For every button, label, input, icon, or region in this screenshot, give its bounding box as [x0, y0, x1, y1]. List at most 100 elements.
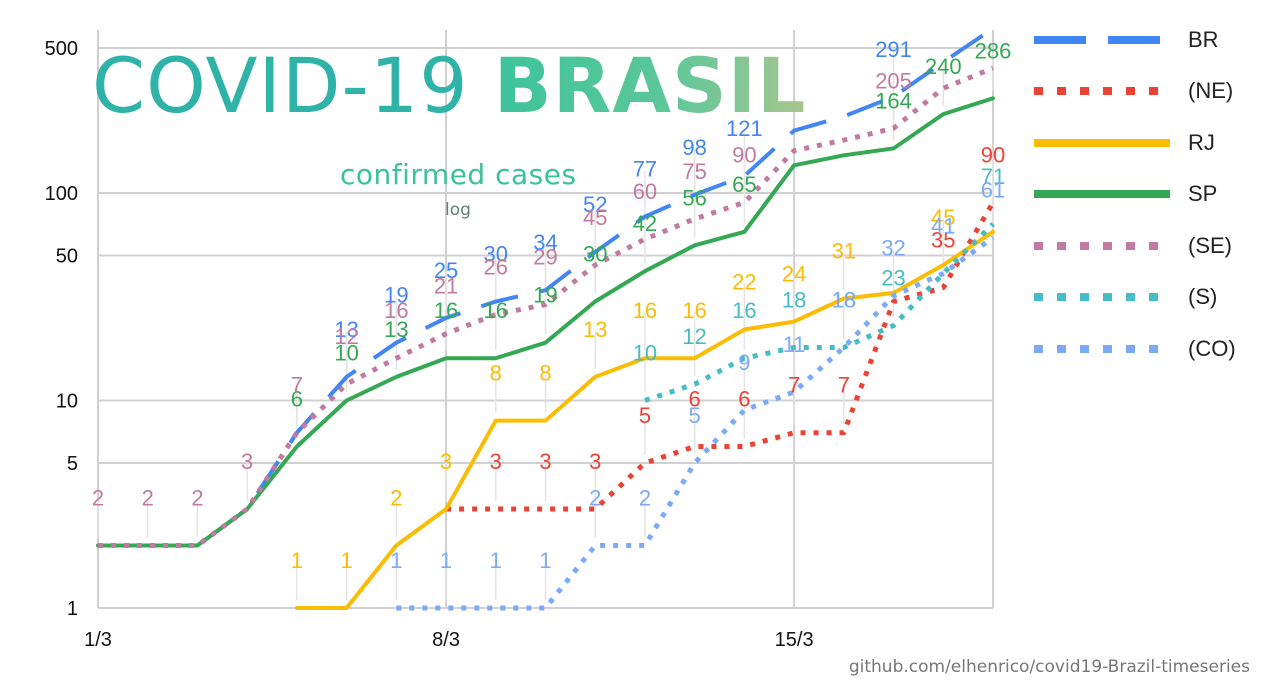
series-line-s — [644, 222, 995, 403]
data-label-se: 90 — [732, 143, 756, 168]
legend-swatch — [1034, 293, 1170, 302]
data-label-br: 52 — [583, 192, 607, 217]
data-label-sp: 65 — [732, 172, 756, 197]
data-label-rj: 8 — [539, 361, 551, 386]
series-line-rj — [294, 229, 995, 610]
legend-item-sp: SP — [1034, 169, 1264, 221]
series-line-co — [396, 235, 995, 611]
legend-label: (S) — [1188, 284, 1218, 310]
data-label-s: 18 — [782, 288, 806, 313]
legend-item-rj: RJ — [1034, 117, 1264, 169]
data-label-sp: 30 — [583, 242, 607, 267]
data-label-sp: 56 — [682, 185, 706, 210]
data-label-sp: 19 — [533, 283, 557, 308]
data-label-sp: 13 — [384, 317, 408, 342]
data-label-sp: 42 — [633, 211, 657, 236]
legend-label: RJ — [1188, 129, 1215, 155]
data-label-ne: 90 — [981, 143, 1005, 168]
y-tick-label: 10 — [56, 391, 78, 413]
data-label-rj: 31 — [832, 239, 856, 264]
data-label-ne: 6 — [738, 387, 750, 412]
y-tick-label: 50 — [56, 245, 78, 267]
legend-label: SP — [1188, 181, 1218, 207]
data-label-co: 1 — [490, 548, 502, 573]
data-label-se: 21 — [434, 274, 458, 299]
legend-label: (NE) — [1188, 78, 1234, 104]
title-main: COVID-19 — [92, 41, 494, 130]
data-label-rj: 13 — [583, 317, 607, 342]
legend-item-s: (S) — [1034, 272, 1264, 324]
legend-swatch — [1034, 87, 1170, 96]
y-tick-label: 1 — [67, 598, 78, 620]
data-label-se: 12 — [334, 324, 358, 349]
data-label-ne: 7 — [838, 373, 850, 398]
data-label-se: 26 — [484, 254, 508, 279]
chart-subtitle: confirmed cases — [340, 158, 577, 191]
data-label-sp: 286 — [975, 38, 1012, 63]
data-label-co: 2 — [589, 486, 601, 511]
data-label-co: 1 — [539, 548, 551, 573]
data-label-br: 77 — [633, 157, 657, 182]
legend-item-br: BR — [1034, 14, 1264, 66]
data-label-co: 5 — [689, 403, 701, 428]
data-label-s: 18 — [832, 288, 856, 313]
data-label-co: 32 — [881, 236, 905, 261]
data-label-s: 23 — [881, 265, 905, 290]
data-label-rj: 22 — [732, 269, 756, 294]
legend-item-co: (CO) — [1034, 323, 1264, 375]
legend-swatch — [1034, 190, 1170, 199]
data-label-s: 10 — [633, 341, 657, 366]
scale-note: log — [445, 200, 471, 220]
legend-swatch — [1034, 241, 1170, 250]
data-label-se: 60 — [633, 179, 657, 204]
data-label-se: 45 — [583, 205, 607, 230]
data-label-br: 13 — [334, 317, 358, 342]
data-label-ne: 3 — [490, 449, 502, 474]
data-label-sp: 6 — [291, 387, 303, 412]
data-label-se: 205 — [875, 68, 912, 93]
data-label-sp: 16 — [484, 298, 508, 323]
data-label-sp: 240 — [925, 54, 962, 79]
legend-swatch — [1034, 344, 1170, 353]
data-label-co: 1 — [440, 548, 452, 573]
data-label-se: 3 — [241, 449, 253, 474]
data-label-rj: 24 — [782, 262, 806, 287]
series-line-se — [98, 65, 994, 548]
data-label-ne: 6 — [689, 387, 701, 412]
x-tick-label: 1/3 — [84, 629, 112, 651]
series-line-sp — [96, 96, 995, 548]
y-tick-label: 100 — [45, 183, 78, 205]
data-label-rj: 8 — [490, 361, 502, 386]
data-label-se: 75 — [682, 159, 706, 184]
legend-swatch — [1034, 138, 1170, 147]
series-line-ne — [446, 201, 996, 512]
data-label-br: 30 — [484, 242, 508, 267]
data-label-ne: 5 — [639, 403, 651, 428]
title-bold: BRASIL — [493, 41, 807, 130]
data-label-rj: 16 — [633, 298, 657, 323]
legend-label: (CO) — [1188, 335, 1236, 361]
data-label-rj: 1 — [340, 548, 352, 573]
legend-swatch — [1034, 35, 1170, 44]
data-label-sp: 10 — [334, 341, 358, 366]
data-label-co: 41 — [931, 213, 955, 238]
data-label-ne: 7 — [788, 373, 800, 398]
data-label-se: 16 — [384, 298, 408, 323]
series-line-br — [98, 26, 995, 548]
data-label-ne: 3 — [589, 449, 601, 474]
x-tick-label: 15/3 — [775, 629, 814, 651]
legend-item-ne: (NE) — [1034, 66, 1264, 118]
data-label-rj: 1 — [291, 548, 303, 573]
data-label-s: 12 — [682, 324, 706, 349]
legend: BR (NE) RJ SP (SE) (S) (CO) — [1034, 14, 1264, 375]
data-label-rj: 16 — [682, 298, 706, 323]
data-label-br: 25 — [434, 258, 458, 283]
y-tick-label: 500 — [45, 38, 78, 60]
data-label-co: 61 — [981, 178, 1005, 203]
data-label-br: 34 — [533, 230, 557, 255]
x-tick-label: 8/3 — [432, 629, 460, 651]
data-label-sp: 16 — [434, 298, 458, 323]
data-label-co: 9 — [738, 350, 750, 375]
legend-label: (SE) — [1188, 232, 1232, 258]
